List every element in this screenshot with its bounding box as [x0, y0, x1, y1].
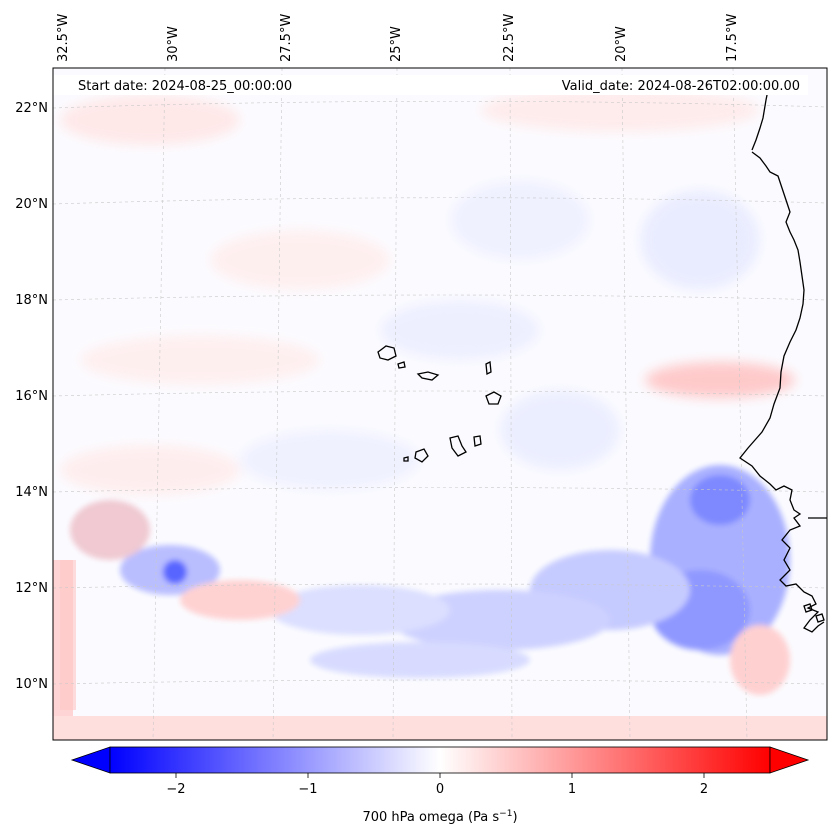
cape-verde-boa-vista: [485, 391, 502, 405]
lon-label: 30°W: [166, 26, 181, 62]
cape-verde-santiago: [449, 435, 467, 457]
lat-label: 22°N: [15, 101, 48, 116]
lon-label: 20°W: [614, 26, 629, 62]
cape-verde-sao-nicolau: [416, 371, 440, 381]
lat-label: 18°N: [15, 293, 48, 308]
cape-verde-santo-antao: [377, 345, 397, 361]
omega-field: [53, 88, 827, 740]
colorbar-tick-label: 0: [436, 782, 444, 797]
colorbar: −2 −1 0 1 2 700 hPa omega (Pa s−1): [70, 746, 810, 825]
colorbar-extend-min: [70, 746, 111, 774]
cape-verde-sao-vicente: [397, 361, 406, 369]
lat-label: 16°N: [15, 389, 48, 404]
graticule: [53, 68, 827, 740]
cape-verde-fogo: [414, 448, 429, 463]
map-panel: [53, 68, 827, 740]
valid-date-label: Valid_date: 2024-08-26T02:00:00.00: [562, 79, 800, 94]
lat-label: 12°N: [15, 581, 48, 596]
latitude-labels: 22°N 20°N 18°N 16°N 14°N 12°N 10°N: [15, 101, 48, 692]
lon-label: 27.5°W: [279, 14, 294, 62]
colorbar-body: [109, 746, 771, 774]
boundary-zone-south: [53, 716, 827, 740]
lat-label: 14°N: [15, 485, 48, 500]
cape-verde-brava: [403, 456, 409, 462]
longitude-labels: 32.5°W 30°W 27.5°W 25°W 22.5°W 20°W 17.5…: [56, 14, 740, 62]
start-date-label: Start date: 2024-08-25_00:00:00: [78, 79, 292, 94]
lon-label: 25°W: [389, 26, 404, 62]
map-frame: [52, 67, 828, 741]
header-strip: [53, 75, 808, 95]
lat-label: 10°N: [15, 677, 48, 692]
lon-label: 17.5°W: [725, 14, 740, 62]
colorbar-tick-label: 2: [700, 782, 708, 797]
african-coast: [739, 79, 827, 633]
colorbar-tick-label: −1: [298, 782, 317, 797]
colorbar-label: 700 hPa omega (Pa s−1): [362, 809, 517, 825]
lon-label: 22.5°W: [502, 14, 517, 62]
cape-verde-sal: [485, 360, 492, 376]
lat-label: 20°N: [15, 197, 48, 212]
lon-label: 32.5°W: [56, 14, 71, 62]
colorbar-extend-max: [769, 746, 810, 774]
cape-verde-maio: [473, 435, 482, 447]
colorbar-ticks: −2 −1 0 1 2: [166, 773, 708, 797]
bijagos-islands: [803, 603, 825, 623]
colorbar-tick-label: 1: [568, 782, 576, 797]
colorbar-tick-label: −2: [166, 782, 185, 797]
coastline: [377, 79, 827, 633]
